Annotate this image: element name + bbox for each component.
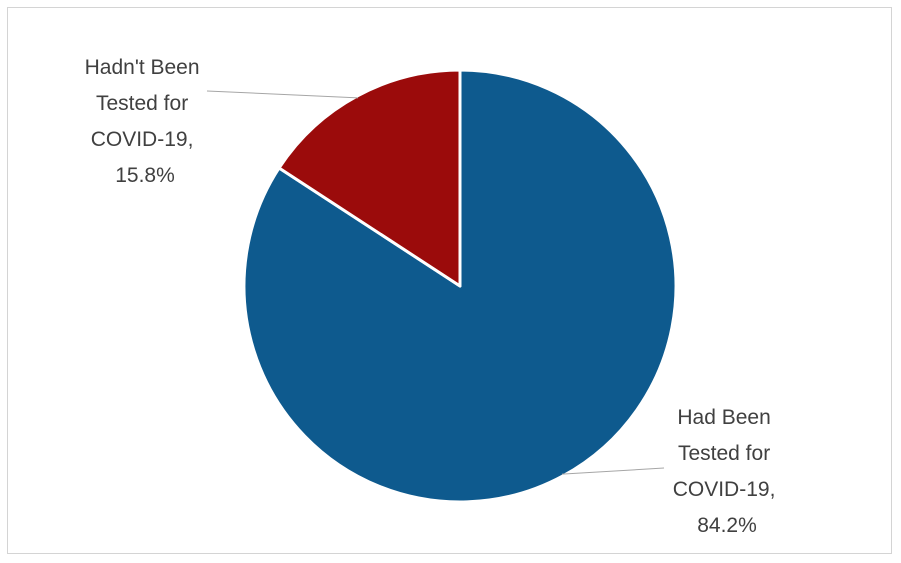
slice-label-tested: Had Been Tested for COVID-19, 84.2% [673, 406, 782, 537]
leader-line-tested [561, 467, 665, 475]
pie-slices [242, 68, 678, 504]
slice-label-not-tested: Hadn't Been Tested for COVID-19, 15.8% [85, 56, 206, 187]
leader-lines [206, 90, 665, 475]
leader-line-not-tested [206, 90, 359, 99]
pie-slice-not-tested [277, 68, 462, 288]
